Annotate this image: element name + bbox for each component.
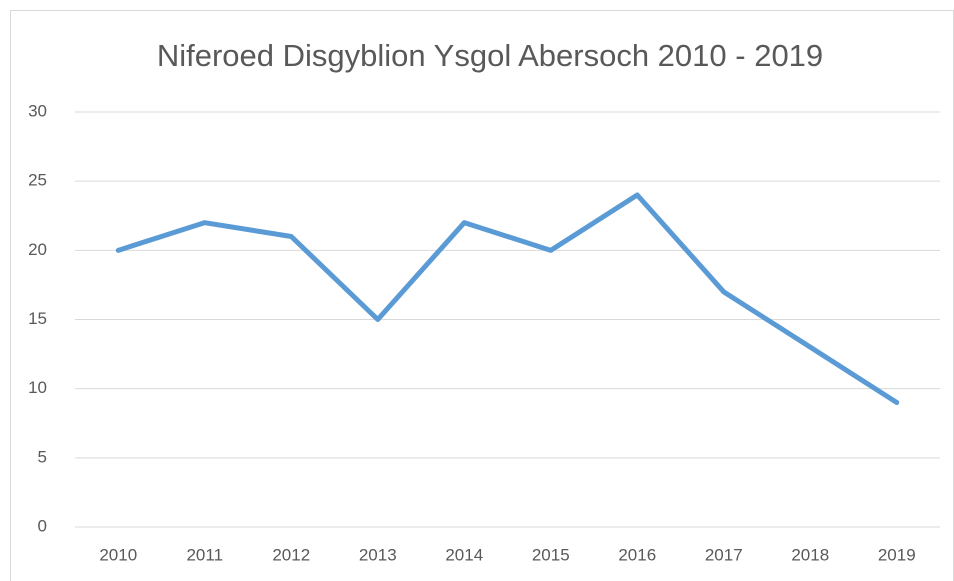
x-tick-label: 2014 xyxy=(445,545,483,564)
x-tick-label: 2011 xyxy=(186,545,223,564)
x-tick-label: 2018 xyxy=(791,545,829,564)
chart-frame xyxy=(10,10,954,581)
y-tick-label: 25 xyxy=(28,171,47,190)
y-tick-label: 5 xyxy=(38,447,47,466)
data-line xyxy=(115,192,900,405)
x-tick-label: 2013 xyxy=(359,545,397,564)
y-tick-label: 0 xyxy=(38,516,47,535)
x-tick-label: 2015 xyxy=(532,545,570,564)
chart-title: Niferoed Disgyblion Ysgol Abersoch 2010 … xyxy=(157,38,823,73)
x-tick-label: 2016 xyxy=(618,545,656,564)
y-tick-label: 15 xyxy=(28,309,47,328)
y-tick-label: 10 xyxy=(28,378,47,397)
y-tick-label: 30 xyxy=(28,101,47,120)
y-tick-label: 20 xyxy=(28,240,47,259)
x-tick-label: 2012 xyxy=(272,545,310,564)
x-tick-label: 2017 xyxy=(705,545,743,564)
x-tick-label: 2019 xyxy=(878,545,916,564)
x-tick-label: 2010 xyxy=(99,545,137,564)
